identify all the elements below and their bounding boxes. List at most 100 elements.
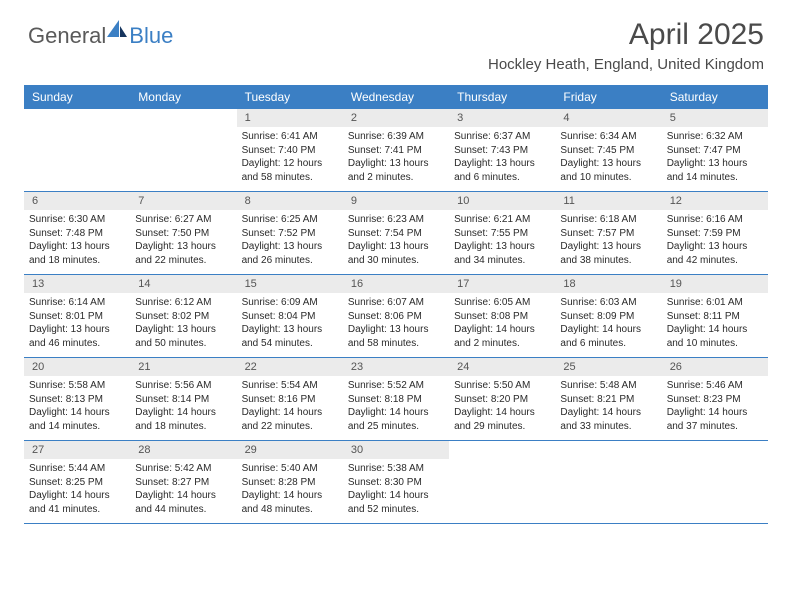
day-details: Sunrise: 6:16 AMSunset: 7:59 PMDaylight:…	[662, 210, 768, 272]
day-cell: 8Sunrise: 6:25 AMSunset: 7:52 PMDaylight…	[237, 192, 343, 274]
logo-word1: General	[28, 23, 106, 49]
day-details: Sunrise: 6:07 AMSunset: 8:06 PMDaylight:…	[343, 293, 449, 355]
day-details: Sunrise: 5:56 AMSunset: 8:14 PMDaylight:…	[130, 376, 236, 438]
day-cell: 18Sunrise: 6:03 AMSunset: 8:09 PMDayligh…	[555, 275, 661, 357]
day-line-sr: Sunrise: 5:42 AM	[135, 462, 231, 476]
day-details: Sunrise: 5:48 AMSunset: 8:21 PMDaylight:…	[555, 376, 661, 438]
day-line-ss: Sunset: 7:41 PM	[348, 144, 444, 158]
day-line-d1: Daylight: 14 hours	[560, 323, 656, 337]
day-line-d1: Daylight: 14 hours	[348, 489, 444, 503]
day-cell: 6Sunrise: 6:30 AMSunset: 7:48 PMDaylight…	[24, 192, 130, 274]
day-cell: 20Sunrise: 5:58 AMSunset: 8:13 PMDayligh…	[24, 358, 130, 440]
day-number: 22	[237, 358, 343, 376]
day-number: 19	[662, 275, 768, 293]
day-line-ss: Sunset: 8:06 PM	[348, 310, 444, 324]
day-line-sr: Sunrise: 5:52 AM	[348, 379, 444, 393]
day-line-d2: and 2 minutes.	[348, 171, 444, 185]
day-line-ss: Sunset: 7:40 PM	[242, 144, 338, 158]
week-row: 13Sunrise: 6:14 AMSunset: 8:01 PMDayligh…	[24, 275, 768, 358]
day-line-d1: Daylight: 13 hours	[242, 323, 338, 337]
day-line-sr: Sunrise: 6:05 AM	[454, 296, 550, 310]
day-header-cell: Thursday	[449, 85, 555, 109]
day-line-d2: and 52 minutes.	[348, 503, 444, 517]
day-number: 10	[449, 192, 555, 210]
logo-sail-icon	[107, 18, 129, 44]
day-line-sr: Sunrise: 6:09 AM	[242, 296, 338, 310]
day-line-d1: Daylight: 14 hours	[135, 406, 231, 420]
day-number: 29	[237, 441, 343, 459]
day-line-d1: Daylight: 13 hours	[348, 323, 444, 337]
day-number: 12	[662, 192, 768, 210]
day-header-cell: Friday	[555, 85, 661, 109]
day-cell: 27 Sunrise: 5:44 AMSunset: 8:25 PMDayligh…	[24, 441, 130, 523]
day-line-ss: Sunset: 7:50 PM	[135, 227, 231, 241]
day-cell: 12Sunrise: 6:16 AMSunset: 7:59 PMDayligh…	[662, 192, 768, 274]
day-number: 3	[449, 109, 555, 127]
title-block: April 2025 Hockley Heath, England, Unite…	[488, 18, 764, 73]
day-line-sr: Sunrise: 5:48 AM	[560, 379, 656, 393]
day-line-sr: Sunrise: 6:23 AM	[348, 213, 444, 227]
day-line-d2: and 25 minutes.	[348, 420, 444, 434]
day-cell	[130, 109, 236, 191]
day-line-ss: Sunset: 8:25 PM	[29, 476, 125, 490]
day-line-sr: Sunrise: 5:40 AM	[242, 462, 338, 476]
day-cell: 2Sunrise: 6:39 AMSunset: 7:41 PMDaylight…	[343, 109, 449, 191]
day-header-cell: Saturday	[662, 85, 768, 109]
day-line-ss: Sunset: 7:54 PM	[348, 227, 444, 241]
day-line-ss: Sunset: 7:57 PM	[560, 227, 656, 241]
day-number: 7	[130, 192, 236, 210]
day-cell: 14Sunrise: 6:12 AMSunset: 8:02 PMDayligh…	[130, 275, 236, 357]
day-line-d1: Daylight: 14 hours	[29, 489, 125, 503]
day-number: 17	[449, 275, 555, 293]
day-line-d2: and 10 minutes.	[667, 337, 763, 351]
day-line-d2: and 18 minutes.	[135, 420, 231, 434]
day-cell	[662, 441, 768, 523]
day-number: 11	[555, 192, 661, 210]
day-number: 4	[555, 109, 661, 127]
day-cell: 23Sunrise: 5:52 AMSunset: 8:18 PMDayligh…	[343, 358, 449, 440]
day-number: 21	[130, 358, 236, 376]
day-line-ss: Sunset: 8:04 PM	[242, 310, 338, 324]
day-header-cell: Tuesday	[237, 85, 343, 109]
day-line-ss: Sunset: 8:30 PM	[348, 476, 444, 490]
week-row: 6Sunrise: 6:30 AMSunset: 7:48 PMDaylight…	[24, 192, 768, 275]
day-cell: 9Sunrise: 6:23 AMSunset: 7:54 PMDaylight…	[343, 192, 449, 274]
day-cell: 30Sunrise: 5:38 AMSunset: 8:30 PMDayligh…	[343, 441, 449, 523]
day-line-d2: and 38 minutes.	[560, 254, 656, 268]
day-line-d2: and 48 minutes.	[242, 503, 338, 517]
day-details: Sunrise: 6:23 AMSunset: 7:54 PMDaylight:…	[343, 210, 449, 272]
day-number: 9	[343, 192, 449, 210]
day-line-ss: Sunset: 8:21 PM	[560, 393, 656, 407]
day-cell: 17Sunrise: 6:05 AMSunset: 8:08 PMDayligh…	[449, 275, 555, 357]
day-line-d1: Daylight: 14 hours	[242, 489, 338, 503]
day-number: 1	[237, 109, 343, 127]
day-line-ss: Sunset: 7:55 PM	[454, 227, 550, 241]
day-number: 16	[343, 275, 449, 293]
day-details: Sunrise: 5:52 AMSunset: 8:18 PMDaylight:…	[343, 376, 449, 438]
day-line-d1: Daylight: 14 hours	[667, 323, 763, 337]
day-line-d1: Daylight: 13 hours	[29, 323, 125, 337]
day-number: 25	[555, 358, 661, 376]
day-line-d2: and 34 minutes.	[454, 254, 550, 268]
day-details: Sunrise: 6:25 AMSunset: 7:52 PMDaylight:…	[237, 210, 343, 272]
day-line-sr: Sunrise: 5:50 AM	[454, 379, 550, 393]
day-line-d1: Daylight: 14 hours	[667, 406, 763, 420]
logo: General Blue	[28, 18, 173, 54]
day-cell: 1Sunrise: 6:41 AMSunset: 7:40 PMDaylight…	[237, 109, 343, 191]
day-line-ss: Sunset: 8:27 PM	[135, 476, 231, 490]
day-line-sr: Sunrise: 6:37 AM	[454, 130, 550, 144]
day-line-d1: Daylight: 13 hours	[454, 157, 550, 171]
day-line-sr: Sunrise: 6:14 AM	[29, 296, 125, 310]
day-line-d2: and 41 minutes.	[29, 503, 125, 517]
day-line-ss: Sunset: 8:13 PM	[29, 393, 125, 407]
day-number: 5	[662, 109, 768, 127]
day-line-ss: Sunset: 8:23 PM	[667, 393, 763, 407]
day-line-d2: and 14 minutes.	[29, 420, 125, 434]
day-line-sr: Sunrise: 5:44 AM	[29, 462, 125, 476]
day-number: 27	[24, 441, 130, 459]
day-line-ss: Sunset: 8:08 PM	[454, 310, 550, 324]
day-details: Sunrise: 6:01 AMSunset: 8:11 PMDaylight:…	[662, 293, 768, 355]
day-cell: 15Sunrise: 6:09 AMSunset: 8:04 PMDayligh…	[237, 275, 343, 357]
day-cell: 25Sunrise: 5:48 AMSunset: 8:21 PMDayligh…	[555, 358, 661, 440]
day-line-d2: and 26 minutes.	[242, 254, 338, 268]
